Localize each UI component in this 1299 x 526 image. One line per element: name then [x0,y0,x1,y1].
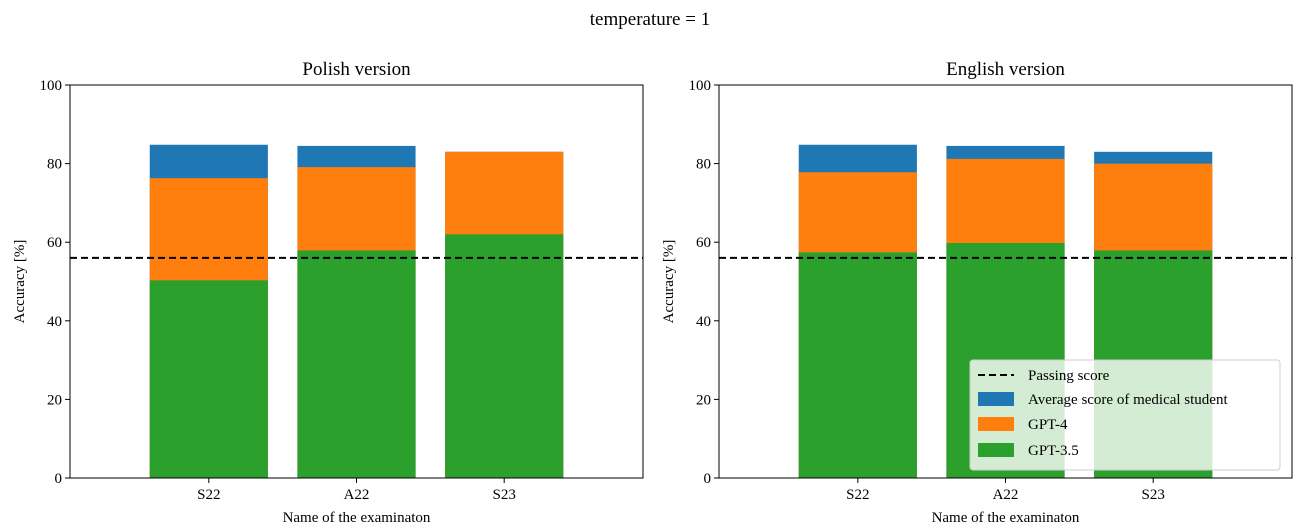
axes-frame [69,84,644,479]
y-axis-label: Accuracy [%] [12,240,28,324]
y-tick-label: 100 [689,78,712,94]
bar-gpt35-s23 [445,234,564,478]
y-tick-label: 40 [47,314,62,330]
y-tick-label: 80 [696,157,711,173]
legend-label-gpt4: GPT-4 [1028,417,1068,433]
x-tick-label: S22 [197,487,220,503]
chart-panel-1: 0 20 40 60 80 100 S22 A22 S23 Polish version Name … [12,59,644,526]
x-tick-label: A22 [993,487,1019,503]
legend-label-gpt35: GPT-3.5 [1028,443,1079,459]
legend-box [969,359,1281,471]
y-tick-label: 60 [47,235,62,251]
y-tick-label: 0 [55,471,63,487]
legend-swatch-student [978,392,1014,406]
legend: Passing score Average score of medical st… [969,359,1281,471]
x-tick-label: S22 [846,487,869,503]
legend-label-passing: Passing score [1028,368,1110,384]
figure-title: temperature = 1 [590,9,710,30]
x-axis-label: Name of the examinaton [283,510,431,526]
legend-swatch-gpt4 [978,417,1014,431]
panel-title: Polish version [302,59,411,80]
x-tick-label: A22 [344,487,370,503]
legend-swatch-gpt35 [978,443,1014,457]
chart-panel-2: 0 20 40 60 80 100 S22 A22 S23 English version Name… [661,59,1293,526]
chart-panels: 0 20 40 60 80 100 S22 A22 S23 Polish version Name … [12,59,1293,526]
bar-gpt35-s22 [798,252,917,478]
y-tick-label: 80 [47,157,62,173]
x-tick-label: S23 [493,487,516,503]
x-tick-label: S23 [1142,487,1165,503]
y-tick-label: 60 [696,235,711,251]
axes-frame [718,84,1293,479]
y-tick-label: 20 [47,392,62,408]
bar-gpt35-a22 [297,250,416,478]
panel-title: English version [946,59,1065,80]
x-axis-label: Name of the examinaton [932,510,1080,526]
y-axis-label: Accuracy [%] [661,240,677,324]
y-tick-label: 20 [696,392,711,408]
y-tick-label: 100 [40,78,63,94]
y-tick-label: 0 [704,471,712,487]
bar-gpt35-s22 [149,280,268,478]
legend-label-student: Average score of medical student [1028,392,1228,408]
y-tick-label: 40 [696,314,711,330]
